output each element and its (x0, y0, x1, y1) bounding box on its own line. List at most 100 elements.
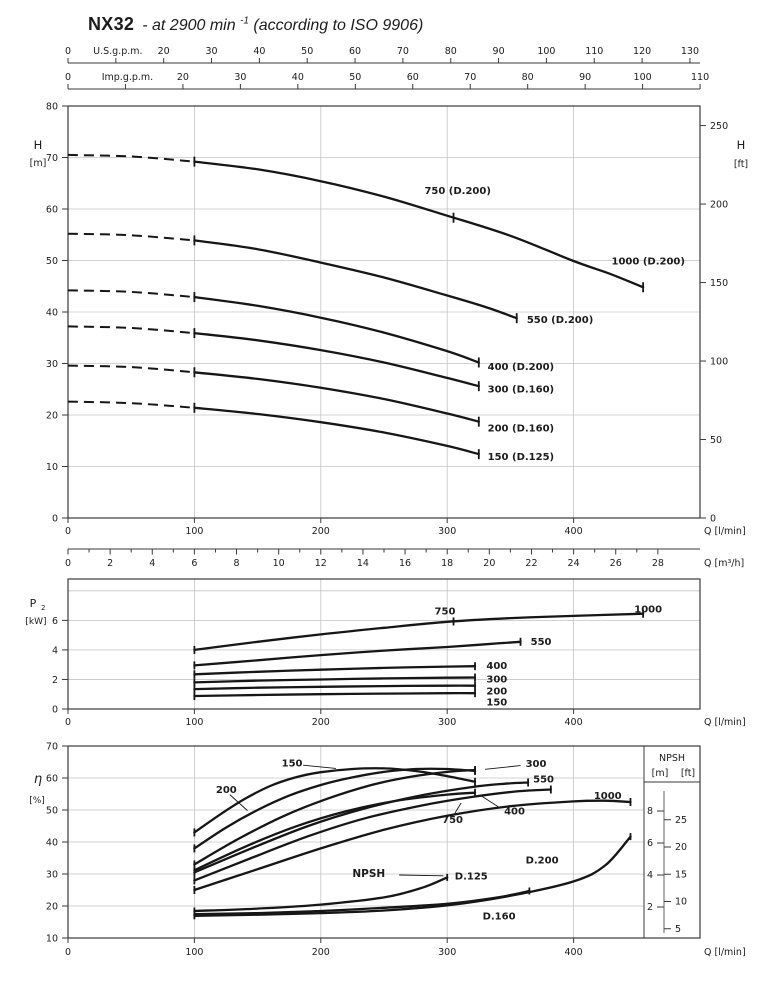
label-leader (229, 794, 248, 811)
curve-d-125 (193, 876, 449, 913)
tick-label: 50 (301, 46, 313, 57)
tick-label: 6 (647, 838, 653, 849)
curve-200 (193, 684, 477, 691)
curve-d-200 (193, 835, 632, 917)
tick-label: 10 (675, 897, 687, 908)
curve-label: 400 (486, 661, 507, 672)
tick-label: 90 (493, 46, 505, 57)
curve-label: 1000 (634, 604, 662, 615)
tick-label: 70 (46, 742, 58, 753)
curve-label: 150 (D.125) (488, 452, 554, 463)
us-gpm-axis: 0 20 30 40 50 60 70 80 90 100 110 120 130 U.S.g.p.m. (65, 46, 700, 64)
npsh-unit-ft: [ft] (681, 768, 695, 779)
tick-label: 0 (65, 526, 71, 537)
grid (68, 106, 700, 518)
tick-label: 90 (579, 72, 591, 83)
y-axis-unit: [m] (30, 158, 47, 169)
curve-400-d-200 (193, 295, 480, 364)
tick-label: 0 (52, 514, 58, 525)
axis-name: Q [l/min] (704, 526, 746, 537)
curve-300-d-160-dashed (67, 325, 195, 335)
tick-label: 100 (710, 357, 728, 368)
tick-label: 120 (633, 46, 651, 57)
speed-exponent: -1 (240, 15, 249, 27)
tick-label: 60 (407, 72, 419, 83)
y-axis-unit: [kW] (25, 617, 46, 627)
y-axis-right-unit: [ft] (734, 159, 748, 170)
curve-200 (193, 767, 477, 850)
tick-label: 25 (675, 815, 687, 826)
imp-gpm-axis: 0 20 30 40 50 60 70 80 90 100 110 Imp.g.p.m. (65, 72, 709, 90)
tick-label: 40 (292, 72, 304, 83)
tick-label: 80 (445, 46, 457, 57)
curve-750 (193, 788, 552, 882)
tick-label: 20 (177, 72, 189, 83)
tick-label: 80 (522, 72, 534, 83)
tick-label: 20 (158, 46, 170, 57)
tick-label: 22 (525, 558, 537, 569)
curve-label: 550 (531, 637, 552, 648)
tick-label: 0 (65, 558, 71, 569)
tick-label: 0 (710, 514, 716, 525)
tick-label: 10 (46, 934, 58, 945)
plot-border (67, 578, 701, 710)
curve-550 (193, 640, 522, 667)
curve-label: 150 (282, 759, 303, 770)
curve-label: D.125 (455, 872, 488, 883)
tick-label: 80 (46, 102, 58, 113)
y-axis-unit: [%] (29, 796, 45, 806)
curve-1000-d-200-dashed (67, 153, 195, 163)
tick-label: 5 (675, 924, 681, 935)
tick-label: 110 (585, 46, 603, 57)
tick-label: 0 (52, 705, 58, 716)
axis-name: Q [l/min] (704, 717, 746, 728)
efficiency-npsh-panel: 10 20 30 40 50 60 70 η [%] 0 100 200 300 400 Q [l/min]… (29, 742, 745, 959)
curve-label: 1000 (594, 791, 622, 802)
curve-150 (193, 767, 477, 834)
grid (68, 579, 700, 709)
tick-label: 250 (710, 121, 728, 132)
curve-label: 550 (533, 774, 554, 785)
title-standard: (according to ISO 9906) (253, 17, 424, 34)
axis-name: Q [m³/h] (704, 558, 744, 569)
tick-label: 4 (149, 558, 155, 569)
tick-label: 10 (273, 558, 285, 569)
tick-label: 50 (46, 256, 58, 267)
tick-label: 2 (52, 675, 58, 686)
tick-label: 100 (185, 717, 203, 728)
tick-label: 6 (191, 558, 197, 569)
curve-label: 300 (526, 759, 547, 770)
tick-label: 26 (610, 558, 622, 569)
curve-label: 400 (D.200) (488, 362, 554, 373)
tick-label: 0 (65, 717, 71, 728)
tick-label: 10 (46, 462, 58, 473)
curve-label: D.160 (483, 912, 516, 923)
tick-label: 400 (565, 526, 583, 537)
tick-label: 30 (234, 72, 246, 83)
tick-label: 60 (46, 205, 58, 216)
tick-label: 16 (399, 558, 411, 569)
tick-label: 40 (46, 838, 58, 849)
label-leader (481, 795, 501, 809)
npsh-unit-m: [m] (652, 768, 669, 779)
tick-label: 70 (397, 46, 409, 57)
tick-label: 24 (568, 558, 580, 569)
tick-label: 60 (349, 46, 361, 57)
tick-label: 8 (647, 806, 653, 817)
tick-label: 4 (647, 870, 653, 881)
axis-name: U.S.g.p.m. (93, 46, 142, 57)
tick-label: 200 (710, 200, 728, 211)
tick-label: 12 (315, 558, 327, 569)
curve-400-d-200-dashed (67, 289, 195, 299)
curve-400 (193, 665, 477, 676)
tick-label: 50 (349, 72, 361, 83)
tick-label: 0 (65, 46, 71, 57)
tick-label: 30 (46, 870, 58, 881)
tick-label: 2 (647, 902, 653, 913)
label-leader (485, 765, 521, 770)
tick-label: 70 (46, 153, 58, 164)
tick-label: 400 (565, 717, 583, 728)
tick-label: 100 (634, 72, 652, 83)
m3h-axis: 0 2 4 6 8 10 12 14 16 18 20 22 24 26 28 Q [m³/h] (65, 548, 744, 569)
curve-1000 (193, 799, 632, 892)
